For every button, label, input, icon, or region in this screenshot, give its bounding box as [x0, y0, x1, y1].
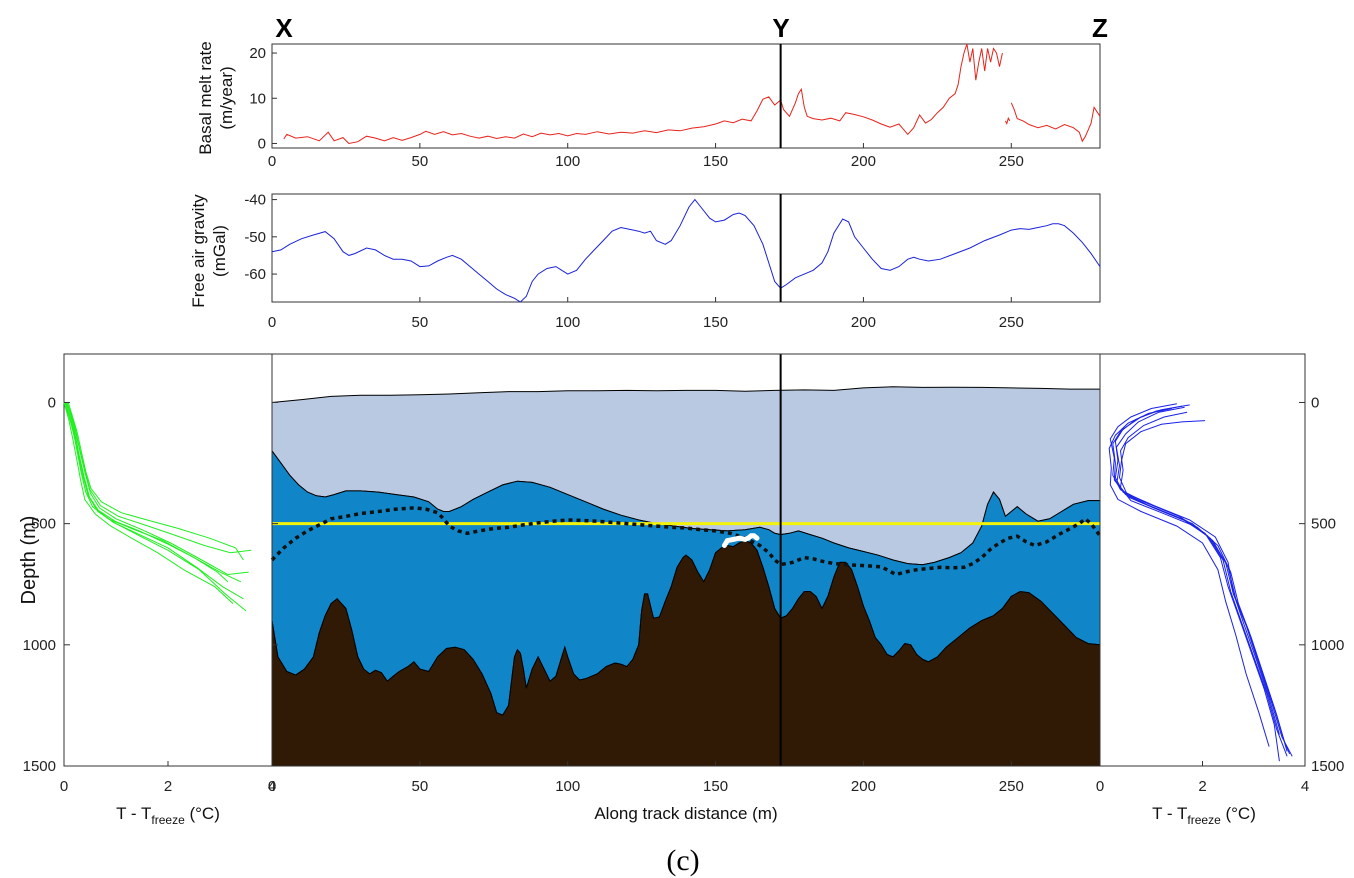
gravity-ylabel-line2: (mGal): [210, 225, 229, 277]
melt-ylabel-line1: Basal melt rate: [196, 41, 215, 154]
ctd-right-profile-6: [1118, 420, 1280, 735]
ctd-left-xlabel-sub: freeze: [151, 813, 185, 827]
section-xtick-label: 100: [555, 778, 580, 795]
ctd-left-profile-5: [65, 402, 247, 612]
melt-ytick-label: 10: [249, 90, 266, 107]
ctd-right-panel: 2 4 0 500 1000 1500 0: [1096, 353, 1344, 795]
ctd-right-ytick-label: 1000: [1311, 637, 1344, 654]
depth-ytick-label: 500: [31, 516, 56, 533]
melt-ylabel-line2: (m/year): [217, 66, 236, 129]
ctd-right-profile-1: [1112, 405, 1293, 757]
ctd-left-profile-3: [63, 402, 234, 604]
ctd-right-profile-4: [1108, 408, 1270, 747]
melt-xtick-label: 150: [703, 153, 728, 170]
gravity-frame: [271, 193, 1101, 303]
panel-label: (c): [666, 844, 699, 877]
depth-ytick-label: 1500: [23, 758, 56, 775]
ctd-right-profile-2: [1109, 403, 1280, 762]
gravity-xtick-label: 250: [999, 314, 1024, 331]
ctd-right-ytick-label: 1500: [1311, 758, 1344, 775]
melt-ytick-label: 0: [258, 135, 266, 152]
marker-x: X: [275, 13, 293, 43]
gravity-xtick-label: 100: [555, 314, 580, 331]
ctd-right-xtick-label: 0: [1096, 778, 1104, 795]
ctd-right-ytick-label: 0: [1311, 394, 1319, 411]
melt-xtick-label: 200: [851, 153, 876, 170]
section-xtick-label: 200: [851, 778, 876, 795]
ctd-right-xlabel-unit: (°C): [1221, 804, 1256, 823]
section-xtick-label: 0: [268, 778, 276, 795]
melt-xtick-label: 0: [268, 153, 276, 170]
melt-line-segment-1: [1004, 116, 1011, 125]
depth-ytick-label: 0: [48, 394, 56, 411]
ctd-left-xtick-label: 0: [60, 778, 68, 795]
bedrock-area: [271, 540, 1101, 767]
gravity-ytick-label: -60: [244, 266, 266, 283]
ctd-right-profile-3: [1115, 406, 1291, 755]
ctd-right-profile-0: [1114, 404, 1288, 757]
melt-frame: [271, 43, 1101, 149]
gravity-ytick-label: -40: [244, 192, 266, 209]
gravity-ylabel-line1: Free air gravity: [189, 194, 208, 308]
ctd-right-frame: [1099, 353, 1306, 767]
section-xtick-label: 50: [412, 778, 429, 795]
ctd-left-profile-2: [66, 402, 252, 554]
ctd-left-xtick-label: 4: [268, 778, 276, 795]
section-xtick-label: 150: [703, 778, 728, 795]
melt-ytick-label: 20: [249, 45, 266, 62]
melt-xtick-label: 250: [999, 153, 1024, 170]
melt-line-segment-2: [1010, 102, 1101, 143]
isotherm-dotted-line: [270, 506, 1102, 577]
ctd-left-xlabel-main: T - T: [116, 804, 151, 823]
gravity-xtick-label: 200: [851, 314, 876, 331]
gravity-xtick-label: 150: [703, 314, 728, 331]
highlight-segment: [721, 533, 760, 548]
ctd-right-ytick-label: 500: [1311, 516, 1336, 533]
ctd-left-profile-6: [66, 402, 249, 576]
section-ylabel: Depth (m): [18, 516, 40, 605]
ctd-left-xlabel: T - Tfreeze (°C): [116, 804, 220, 827]
ctd-left-profile-7: [65, 402, 229, 583]
melt-panel: 0 50 100 150 200 250 0 10 20: [249, 43, 1101, 170]
section-panel: 0 50 100 150 200 250: [268, 353, 1102, 795]
ctd-right-xtick-label: 2: [1198, 778, 1206, 795]
ctd-right-xlabel: T - Tfreeze (°C): [1152, 804, 1256, 827]
ctd-right-xlabel-main: T - T: [1152, 804, 1187, 823]
melt-line-segment-0: [283, 43, 1003, 145]
ctd-right-xtick-label: 4: [1301, 778, 1309, 795]
gravity-ytick-label: -50: [244, 229, 266, 246]
section-xtick-label: 250: [999, 778, 1024, 795]
section-xlabel: Along track distance (m): [594, 804, 777, 823]
gravity-line: [271, 198, 1101, 303]
depth-ytick-label: 1000: [23, 637, 56, 654]
melt-xtick-label: 100: [555, 153, 580, 170]
marker-z: Z: [1092, 13, 1108, 43]
ctd-left-xlabel-unit: (°C): [185, 804, 220, 823]
ctd-left-profile-4: [67, 402, 244, 561]
ctd-right-xlabel-sub: freeze: [1187, 813, 1221, 827]
melt-xtick-label: 50: [412, 153, 429, 170]
ctd-left-xtick-label: 2: [164, 778, 172, 795]
gravity-xtick-label: 0: [268, 314, 276, 331]
gravity-xtick-label: 50: [412, 314, 429, 331]
gravity-panel: 0 50 100 150 200 250 -60 -50 -40: [244, 192, 1101, 331]
marker-y: Y: [772, 13, 789, 43]
ctd-right-profile-5: [1119, 411, 1288, 752]
